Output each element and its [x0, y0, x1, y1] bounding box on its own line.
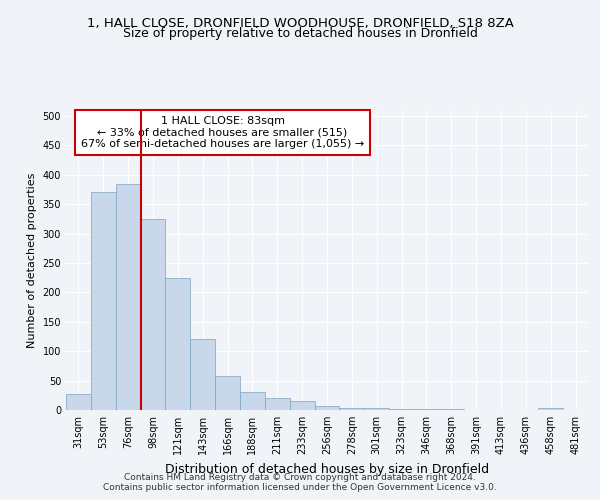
Bar — [340, 408, 364, 410]
Bar — [116, 184, 140, 410]
Bar — [190, 340, 215, 410]
Bar — [314, 406, 340, 410]
X-axis label: Distribution of detached houses by size in Dronfield: Distribution of detached houses by size … — [165, 462, 489, 475]
Bar — [166, 278, 190, 410]
Bar — [66, 394, 91, 410]
Text: Contains HM Land Registry data © Crown copyright and database right 2024.
Contai: Contains HM Land Registry data © Crown c… — [103, 473, 497, 492]
Bar — [140, 219, 166, 410]
Bar — [215, 376, 240, 410]
Bar — [364, 408, 389, 410]
Text: 1, HALL CLOSE, DRONFIELD WOODHOUSE, DRONFIELD, S18 8ZA: 1, HALL CLOSE, DRONFIELD WOODHOUSE, DRON… — [86, 18, 514, 30]
Y-axis label: Number of detached properties: Number of detached properties — [27, 172, 37, 348]
Bar — [290, 401, 314, 410]
Text: Size of property relative to detached houses in Dronfield: Size of property relative to detached ho… — [122, 28, 478, 40]
Bar — [240, 392, 265, 410]
Bar — [538, 408, 563, 410]
Text: 1 HALL CLOSE: 83sqm
← 33% of detached houses are smaller (515)
67% of semi-detac: 1 HALL CLOSE: 83sqm ← 33% of detached ho… — [81, 116, 364, 149]
Bar — [91, 192, 116, 410]
Bar — [265, 398, 290, 410]
